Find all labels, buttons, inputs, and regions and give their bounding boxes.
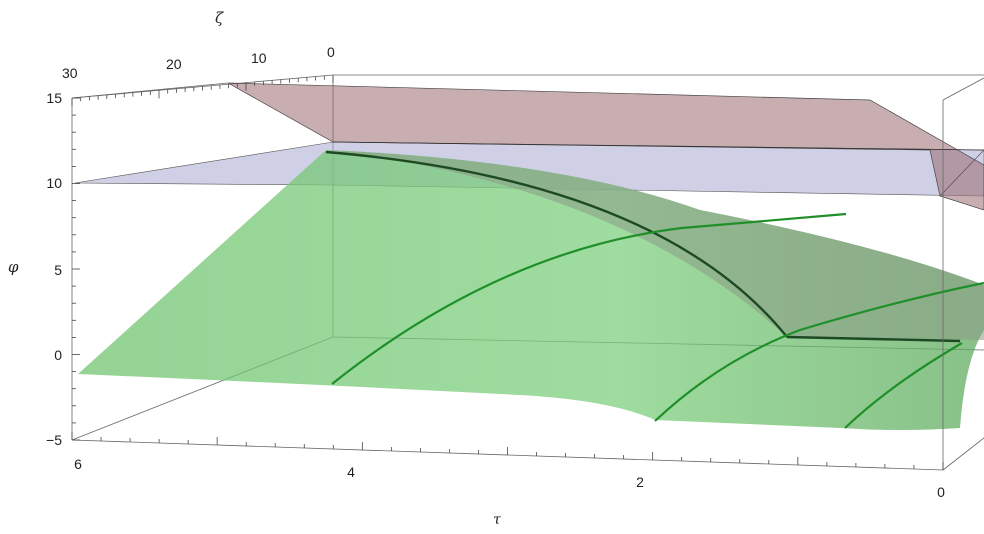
curve-dark-arc bbox=[325, 150, 788, 338]
curve-green-3 bbox=[844, 342, 963, 429]
surface-gray-region bbox=[326, 150, 984, 340]
tau-tick-labels: 6 4 2 0 bbox=[74, 456, 945, 500]
phi-axis-label: φ bbox=[8, 258, 19, 276]
tau-tick-4: 4 bbox=[347, 464, 355, 480]
phi-tick-0: 0 bbox=[54, 347, 62, 363]
phi-tick-labels: 15 10 5 0 −5 bbox=[46, 90, 62, 448]
phi-tick-5: 5 bbox=[54, 262, 62, 278]
tau-tick-2: 2 bbox=[636, 474, 644, 490]
zeta-tick-labels: 30 20 10 0 bbox=[62, 44, 335, 81]
zeta-tick-0: 0 bbox=[327, 44, 335, 60]
tau-tick-6: 6 bbox=[74, 456, 82, 472]
phi-tick-10: 10 bbox=[46, 175, 62, 191]
phi-tick-minus5: −5 bbox=[46, 432, 62, 448]
phi-tick-15: 15 bbox=[46, 90, 62, 106]
surface-mauve-edge2 bbox=[939, 149, 984, 197]
surface-green bbox=[78, 150, 984, 430]
zeta-tick-30: 30 bbox=[62, 65, 78, 81]
zeta-tick-10: 10 bbox=[251, 50, 267, 66]
tick-marks bbox=[71, 75, 944, 470]
curve-dark-line bbox=[786, 335, 961, 343]
surface-mauve-edge bbox=[332, 141, 984, 151]
curve-green-1 bbox=[331, 212, 847, 385]
zeta-tick-20: 20 bbox=[166, 56, 182, 72]
tau-tick-0: 0 bbox=[937, 484, 945, 500]
curve-green-2 bbox=[654, 281, 984, 422]
zeta-axis-label: ζ bbox=[215, 9, 224, 27]
tau-axis-label: τ bbox=[493, 512, 501, 528]
curves bbox=[325, 150, 984, 429]
